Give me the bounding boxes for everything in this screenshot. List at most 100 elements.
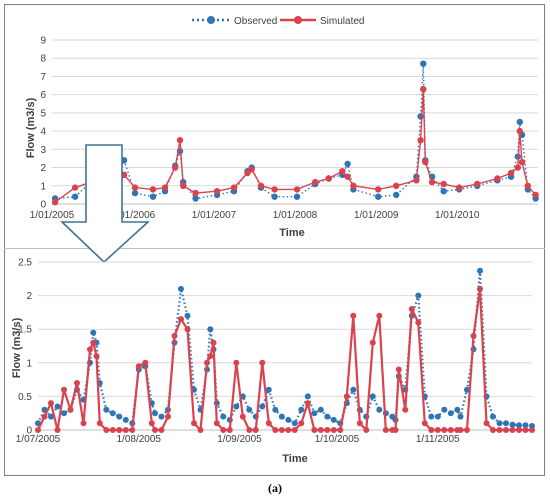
bot-observed-point bbox=[259, 403, 266, 410]
bot-simulated-point bbox=[41, 413, 48, 420]
bot-observed-point bbox=[464, 386, 470, 393]
top-x-axis-title: Time bbox=[279, 227, 304, 239]
top-y-tick-label: 3 bbox=[40, 145, 46, 156]
bot-observed-line bbox=[37, 269, 533, 428]
top-simulated-point bbox=[344, 173, 351, 180]
top-observed-point bbox=[393, 191, 400, 199]
top-simulated-point bbox=[180, 182, 187, 189]
bot-observed-point bbox=[330, 416, 337, 423]
bot-simulated-point bbox=[213, 420, 220, 427]
top-simulated-point bbox=[131, 184, 139, 191]
bot-simulated-point bbox=[87, 346, 93, 353]
top-x-tick-label: 1/01/2010 bbox=[435, 210, 480, 221]
top-observed-point bbox=[516, 118, 523, 126]
bottom-y-axis-title: Flow (m3/s) bbox=[11, 317, 23, 378]
top-simulated-point bbox=[518, 158, 526, 166]
bot-simulated-point bbox=[96, 420, 103, 427]
top-y-tick-label: 7 bbox=[40, 72, 46, 83]
top-simulated-line bbox=[54, 88, 537, 203]
top-observed-point bbox=[420, 60, 427, 67]
bot-observed-point bbox=[90, 329, 97, 336]
bot-x-tick-label: 1/11/2005 bbox=[416, 434, 460, 445]
top-simulated-point bbox=[248, 166, 255, 173]
bot-simulated-point bbox=[109, 427, 116, 433]
bot-simulated-point bbox=[74, 380, 80, 386]
bot-y-tick-label: 0.5 bbox=[18, 392, 32, 403]
bot-simulated-point bbox=[376, 312, 383, 319]
top-y-tick-label: 6 bbox=[40, 90, 46, 101]
bot-simulated-point bbox=[158, 427, 165, 433]
legend-observed-marker bbox=[207, 16, 215, 24]
bot-observed-point bbox=[298, 406, 305, 413]
bot-simulated-point bbox=[441, 427, 448, 433]
bot-observed-point bbox=[496, 420, 503, 427]
bot-simulated-point bbox=[477, 285, 483, 292]
top-simulated-point bbox=[420, 86, 427, 93]
bot-simulated-point bbox=[392, 427, 399, 433]
bot-simulated-point bbox=[447, 427, 454, 433]
top-observed-point bbox=[344, 160, 351, 168]
bot-observed-point bbox=[278, 413, 285, 420]
bot-simulated-point bbox=[304, 400, 311, 407]
top-observed-point bbox=[131, 189, 139, 197]
bot-observed-point bbox=[441, 406, 448, 413]
top-x-tick-label: 1/01/2005 bbox=[30, 210, 75, 221]
top-simulated-point bbox=[192, 189, 199, 197]
bottom-x-tick-labels: 1/07/2005 1/08/2005 1/09/2005 1/10/2005 1/11… bbox=[16, 434, 460, 445]
bot-simulated-point bbox=[421, 420, 428, 427]
bot-simulated-point bbox=[343, 393, 350, 400]
bot-observed-point bbox=[184, 312, 191, 319]
bot-y-tick-label: 1.5 bbox=[18, 325, 32, 336]
top-simulated-point bbox=[422, 158, 429, 166]
bot-simulated-point bbox=[135, 363, 142, 370]
bot-observed-point bbox=[285, 416, 292, 423]
top-x-tick-label: 1/01/2009 bbox=[354, 210, 399, 221]
bot-simulated-point bbox=[165, 413, 171, 420]
bot-simulated-point bbox=[291, 427, 298, 433]
bot-simulated-point bbox=[67, 406, 74, 413]
top-simulated-point bbox=[71, 184, 79, 191]
bot-simulated-point bbox=[337, 427, 344, 433]
bot-simulated-point bbox=[298, 420, 305, 427]
bot-observed-point bbox=[376, 406, 383, 413]
bot-x-tick-label: 1/10/2005 bbox=[315, 434, 360, 445]
bot-simulated-point bbox=[239, 413, 246, 420]
bot-observed-point bbox=[158, 413, 165, 420]
top-simulated-point bbox=[507, 169, 515, 177]
bot-simulated-point bbox=[470, 332, 477, 339]
bot-simulated-point bbox=[171, 332, 178, 339]
top-grid bbox=[52, 39, 538, 205]
top-simulated-point bbox=[161, 184, 169, 191]
bot-simulated-point bbox=[233, 359, 240, 366]
bot-observed-point bbox=[61, 410, 67, 417]
bot-observed-point bbox=[311, 410, 318, 417]
bot-simulated-point bbox=[402, 406, 409, 413]
bot-observed-point bbox=[454, 406, 461, 413]
bot-observed-point bbox=[434, 413, 441, 420]
legend-observed-label: Observed bbox=[234, 16, 277, 27]
bot-simulated-point bbox=[356, 420, 363, 427]
bot-observed-point bbox=[324, 413, 331, 420]
bot-simulated-point bbox=[152, 427, 158, 433]
bottom-y-tick-labels: 0 0.5 1 1.5 2 2.5 bbox=[18, 258, 32, 437]
bot-simulated-point bbox=[184, 326, 191, 333]
bot-simulated-point bbox=[395, 366, 402, 373]
top-observed-point bbox=[149, 193, 157, 200]
bot-x-tick-label: 1/09/2005 bbox=[217, 434, 262, 445]
top-observed-point bbox=[417, 113, 424, 120]
bot-simulated-point bbox=[142, 359, 149, 366]
top-simulated-point bbox=[350, 182, 357, 189]
bot-observed-point bbox=[48, 413, 54, 420]
bot-simulated-point bbox=[434, 427, 441, 433]
figure-frame bbox=[4, 4, 545, 476]
bot-observed-point bbox=[304, 393, 311, 400]
bot-observed-point bbox=[291, 420, 298, 427]
bot-simulated-point bbox=[330, 427, 337, 433]
bot-simulated-point bbox=[285, 427, 292, 433]
bot-simulated-point bbox=[516, 427, 522, 433]
bot-observed-point bbox=[233, 403, 240, 410]
top-simulated-point bbox=[474, 180, 481, 188]
bot-simulated-point bbox=[226, 427, 233, 433]
bot-observed-point bbox=[369, 393, 376, 400]
